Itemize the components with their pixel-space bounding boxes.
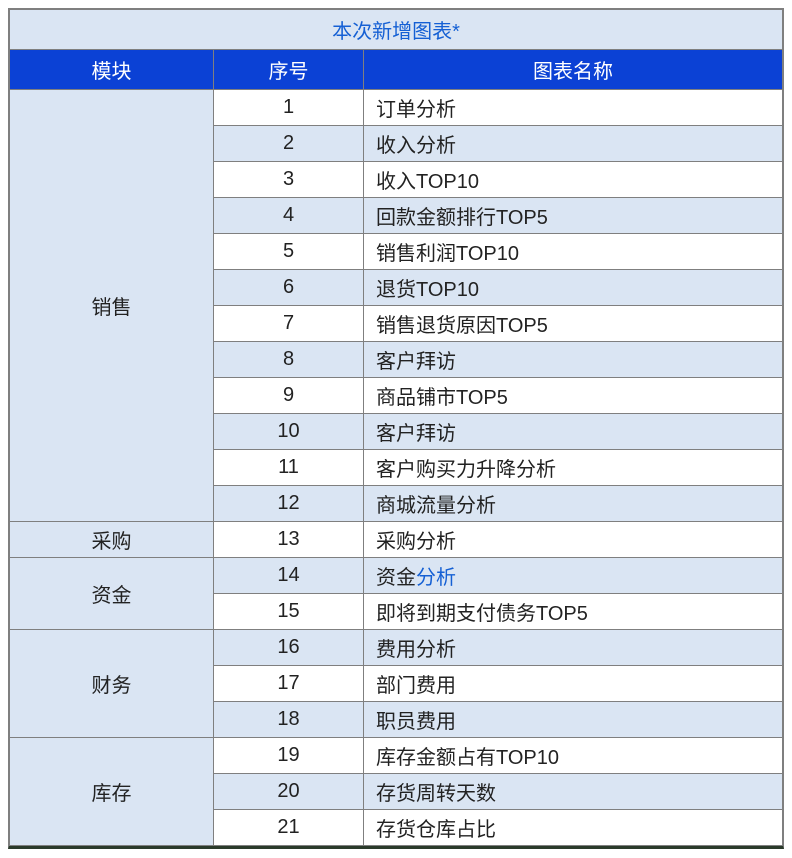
name-cell: 收入分析 <box>364 126 783 162</box>
table-row: 财务16费用分析 <box>10 630 783 666</box>
name-link-part[interactable]: 分析 <box>416 567 456 589</box>
seq-cell: 11 <box>214 450 364 486</box>
seq-cell: 2 <box>214 126 364 162</box>
module-cell: 销售 <box>10 90 214 522</box>
seq-cell: 9 <box>214 378 364 414</box>
table-title-row: 本次新增图表* <box>10 10 783 50</box>
name-text-part: 资金 <box>376 567 416 589</box>
seq-cell: 13 <box>214 522 364 558</box>
col-header-name: 图表名称 <box>364 50 783 90</box>
seq-cell: 19 <box>214 738 364 774</box>
name-cell: 销售利润TOP10 <box>364 234 783 270</box>
seq-cell: 4 <box>214 198 364 234</box>
name-cell: 回款金额排行TOP5 <box>364 198 783 234</box>
seq-cell: 7 <box>214 306 364 342</box>
seq-cell: 3 <box>214 162 364 198</box>
name-cell: 职员费用 <box>364 702 783 738</box>
name-cell: 收入TOP10 <box>364 162 783 198</box>
seq-cell: 14 <box>214 558 364 594</box>
table-row: 采购13采购分析 <box>10 522 783 558</box>
name-cell: 商品铺市TOP5 <box>364 378 783 414</box>
module-cell: 采购 <box>10 522 214 558</box>
table-row: 库存19库存金额占有TOP10 <box>10 738 783 774</box>
name-cell: 客户购买力升降分析 <box>364 450 783 486</box>
seq-cell: 15 <box>214 594 364 630</box>
module-cell: 财务 <box>10 630 214 738</box>
name-cell: 退货TOP10 <box>364 270 783 306</box>
name-cell: 存货周转天数 <box>364 774 783 810</box>
seq-cell: 17 <box>214 666 364 702</box>
table-title: 本次新增图表* <box>10 10 783 50</box>
seq-cell: 18 <box>214 702 364 738</box>
name-cell: 客户拜访 <box>364 414 783 450</box>
name-cell: 资金分析 <box>364 558 783 594</box>
name-cell: 商城流量分析 <box>364 486 783 522</box>
seq-cell: 5 <box>214 234 364 270</box>
seq-cell: 8 <box>214 342 364 378</box>
name-cell: 存货仓库占比 <box>364 810 783 846</box>
seq-cell: 21 <box>214 810 364 846</box>
name-cell: 订单分析 <box>364 90 783 126</box>
name-cell: 采购分析 <box>364 522 783 558</box>
name-cell: 库存金额占有TOP10 <box>364 738 783 774</box>
table-header-row: 模块 序号 图表名称 <box>10 50 783 90</box>
seq-cell: 10 <box>214 414 364 450</box>
seq-cell: 6 <box>214 270 364 306</box>
name-cell: 销售退货原因TOP5 <box>364 306 783 342</box>
col-header-module: 模块 <box>10 50 214 90</box>
module-cell: 库存 <box>10 738 214 846</box>
name-cell: 部门费用 <box>364 666 783 702</box>
table-row: 资金 14资金分析 <box>10 558 783 594</box>
seq-cell: 1 <box>214 90 364 126</box>
table: 本次新增图表* 模块 序号 图表名称 销售1订单分析2收入分析3收入TOP104… <box>9 9 783 846</box>
col-header-seq: 序号 <box>214 50 364 90</box>
table-row: 销售1订单分析 <box>10 90 783 126</box>
seq-cell: 20 <box>214 774 364 810</box>
seq-cell: 12 <box>214 486 364 522</box>
name-cell: 费用分析 <box>364 630 783 666</box>
module-cell: 资金 <box>10 558 214 630</box>
name-cell: 即将到期支付债务TOP5 <box>364 594 783 630</box>
seq-cell: 16 <box>214 630 364 666</box>
name-cell: 客户拜访 <box>364 342 783 378</box>
new-charts-table: 本次新增图表* 模块 序号 图表名称 销售1订单分析2收入分析3收入TOP104… <box>8 8 784 849</box>
